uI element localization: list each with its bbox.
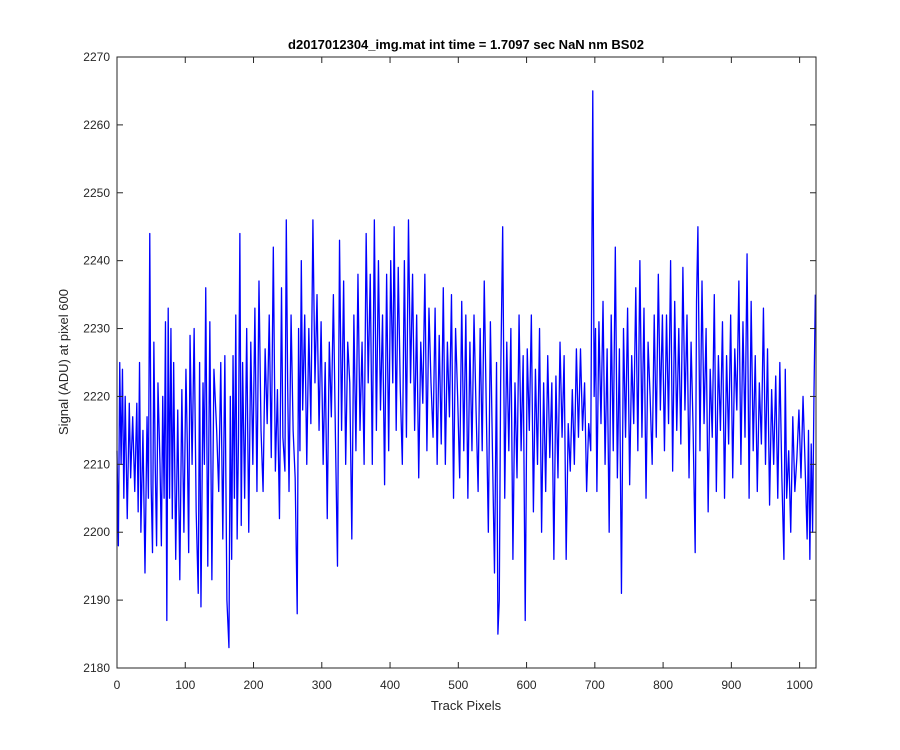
signal-series-line [116, 90, 816, 649]
chart-title: d2017012304_img.mat int time = 1.7097 se… [288, 37, 644, 52]
y-tick-label: 2230 [83, 322, 110, 336]
series-layer [116, 90, 816, 649]
y-tick-label: 2190 [83, 593, 110, 607]
y-tick-label: 2270 [83, 50, 110, 64]
x-tick-label: 100 [175, 678, 195, 692]
axes-box [116, 56, 817, 669]
x-tick-label: 200 [244, 678, 264, 692]
x-tick-label: 0 [114, 678, 121, 692]
y-axis-ticks: 2180 2190 2200 2210 2220 2230 2240 2250 2260 2270 [83, 50, 816, 675]
x-axis-label: Track Pixels [431, 698, 502, 713]
y-tick-label: 2200 [83, 525, 110, 539]
x-axis-ticks: 0 100 200 300 400 500 600 700 800 900 1000 [114, 57, 813, 692]
x-tick-label: 800 [653, 678, 673, 692]
y-tick-label: 2240 [83, 254, 110, 268]
x-tick-label: 300 [312, 678, 332, 692]
y-axis-label: Signal (ADU) at pixel 600 [56, 289, 71, 435]
x-tick-label: 700 [585, 678, 605, 692]
y-tick-label: 2180 [83, 661, 110, 675]
y-tick-label: 2220 [83, 389, 110, 403]
x-tick-label: 400 [380, 678, 400, 692]
y-tick-label: 2210 [83, 457, 110, 471]
y-tick-label: 2250 [83, 186, 110, 200]
x-tick-label: 600 [517, 678, 537, 692]
x-tick-label: 900 [721, 678, 741, 692]
y-tick-label: 2260 [83, 118, 110, 132]
x-tick-label: 1000 [786, 678, 813, 692]
x-tick-label: 500 [448, 678, 468, 692]
